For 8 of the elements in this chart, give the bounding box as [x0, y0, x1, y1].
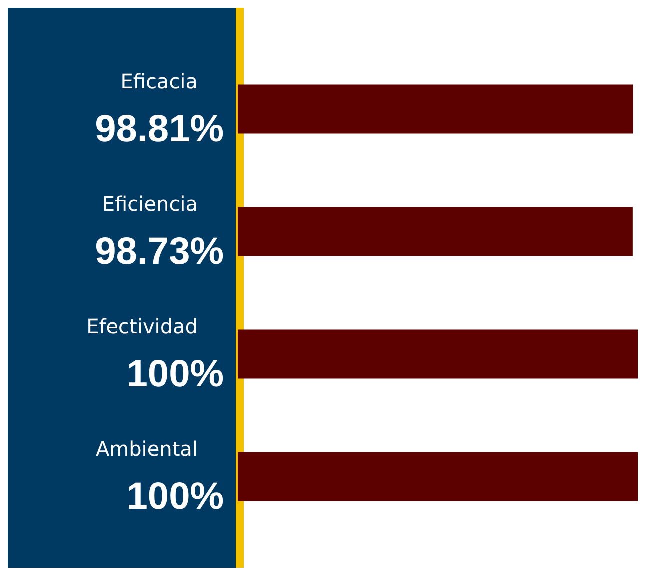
data-label: 98.81% — [95, 108, 224, 150]
data-label: 100% — [126, 476, 224, 518]
y-tick-label: Eficacia — [120, 69, 198, 94]
y-tick-label: Efectividad — [86, 314, 198, 338]
data-label: 100% — [126, 353, 224, 396]
data-label: 98.73% — [95, 230, 224, 273]
y-tick-label: Eficiencia — [102, 192, 198, 216]
y-tick-label: Ambiental — [96, 436, 198, 461]
